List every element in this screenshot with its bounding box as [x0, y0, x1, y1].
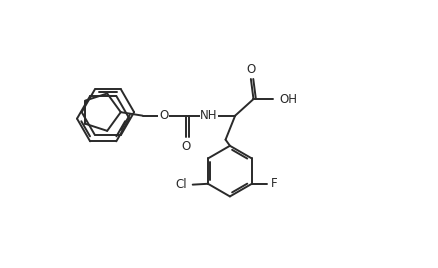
Text: NH: NH: [200, 109, 218, 122]
Text: Cl: Cl: [175, 178, 187, 191]
Text: O: O: [182, 140, 191, 153]
Text: O: O: [159, 109, 168, 122]
Text: O: O: [246, 63, 255, 76]
Text: F: F: [271, 177, 278, 190]
Text: OH: OH: [279, 92, 297, 106]
